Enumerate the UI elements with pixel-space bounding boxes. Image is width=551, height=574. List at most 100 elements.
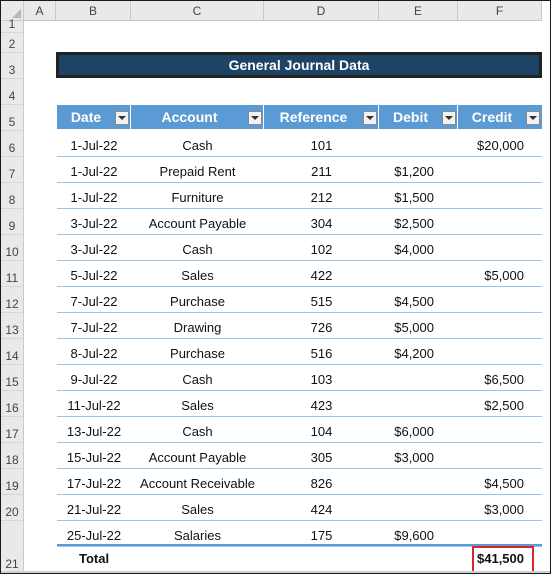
- cell-account[interactable]: Cash: [182, 424, 213, 439]
- cell-debit[interactable]: $6,000: [394, 424, 434, 439]
- cell-debit[interactable]: [379, 391, 434, 417]
- cell-account[interactable]: Salaries: [174, 528, 221, 543]
- cell-reference[interactable]: 304: [310, 216, 333, 231]
- cell-date[interactable]: 1-Jul-22: [70, 190, 118, 205]
- cell-credit[interactable]: $4,500: [484, 476, 524, 491]
- cell-credit[interactable]: [458, 287, 524, 313]
- row-header-1[interactable]: 1: [1, 17, 24, 33]
- cell-credit[interactable]: [458, 209, 524, 235]
- cell-debit[interactable]: $4,500: [394, 294, 434, 309]
- cell-reference[interactable]: 423: [310, 398, 333, 413]
- column-header-F[interactable]: F: [458, 1, 542, 21]
- row-header-7[interactable]: 7: [1, 157, 24, 183]
- total-label-cell[interactable]: Total: [57, 544, 131, 570]
- filter-dropdown-icon[interactable]: [248, 111, 262, 125]
- cell-account[interactable]: Sales: [181, 502, 214, 517]
- column-header-D[interactable]: D: [264, 1, 379, 21]
- cell-reference[interactable]: 175: [310, 528, 333, 543]
- filter-dropdown-icon[interactable]: [442, 111, 456, 125]
- cell-date[interactable]: 17-Jul-22: [66, 476, 122, 491]
- header-debit[interactable]: Debit: [379, 105, 458, 129]
- row-header-17[interactable]: 17: [1, 417, 24, 443]
- row-header-2[interactable]: 2: [1, 33, 24, 53]
- cell-reference[interactable]: 305: [310, 450, 333, 465]
- row-header-14[interactable]: 14: [1, 339, 24, 365]
- cell-debit[interactable]: [379, 261, 434, 287]
- cell-account[interactable]: Cash: [182, 138, 213, 153]
- cell-account[interactable]: Purchase: [170, 294, 225, 309]
- cell-debit[interactable]: $2,500: [394, 216, 434, 231]
- row-header-16[interactable]: 16: [1, 391, 24, 417]
- cell-account[interactable]: Account Payable: [148, 450, 247, 465]
- cell-credit[interactable]: $6,500: [484, 372, 524, 387]
- header-credit[interactable]: Credit: [458, 105, 542, 129]
- cell-account[interactable]: Sales: [181, 398, 214, 413]
- cell-account[interactable]: Sales: [181, 268, 214, 283]
- cell-credit[interactable]: $20,000: [477, 138, 524, 153]
- cell-account[interactable]: Prepaid Rent: [159, 164, 236, 179]
- cell-credit[interactable]: [458, 183, 524, 209]
- cell-reference[interactable]: 212: [310, 190, 333, 205]
- row-header-10[interactable]: 10: [1, 235, 24, 261]
- cell-account[interactable]: Furniture: [171, 190, 224, 205]
- cell-credit[interactable]: [458, 235, 524, 261]
- cell-reference[interactable]: 826: [310, 476, 333, 491]
- cell-date[interactable]: 13-Jul-22: [66, 424, 122, 439]
- row-header-19[interactable]: 19: [1, 469, 24, 495]
- cell-date[interactable]: 11-Jul-22: [67, 398, 121, 413]
- cell-credit[interactable]: [458, 313, 524, 339]
- cell-debit[interactable]: [379, 365, 434, 391]
- cell-reference[interactable]: 422: [310, 268, 333, 283]
- cell-debit[interactable]: $9,600: [394, 528, 434, 543]
- row-header-6[interactable]: 6: [1, 131, 24, 157]
- row-header-21[interactable]: 21: [1, 521, 24, 573]
- cell-credit[interactable]: $2,500: [484, 398, 524, 413]
- cell-account[interactable]: Account Payable: [148, 216, 247, 231]
- cell-date[interactable]: 25-Jul-22: [66, 528, 122, 543]
- cell-reference[interactable]: 102: [310, 242, 333, 257]
- header-date[interactable]: Date: [57, 105, 131, 129]
- cell-date[interactable]: 7-Jul-22: [70, 294, 118, 309]
- row-header-13[interactable]: 13: [1, 313, 24, 339]
- row-header-15[interactable]: 15: [1, 365, 24, 391]
- column-header-C[interactable]: C: [131, 1, 264, 21]
- cell-debit[interactable]: [379, 469, 434, 495]
- cell-credit[interactable]: $3,000: [484, 502, 524, 517]
- cell-account[interactable]: Account Receivable: [140, 476, 255, 491]
- cell-date[interactable]: 9-Jul-22: [70, 372, 118, 387]
- cell-debit[interactable]: [379, 495, 434, 521]
- filter-dropdown-icon[interactable]: [115, 111, 129, 125]
- cell-date[interactable]: 5-Jul-22: [70, 268, 118, 283]
- cell-account[interactable]: Cash: [182, 372, 213, 387]
- cell-debit[interactable]: $1,200: [394, 164, 434, 179]
- row-header-12[interactable]: 12: [1, 287, 24, 313]
- row-header-4[interactable]: 4: [1, 79, 24, 105]
- row-header-20[interactable]: 20: [1, 495, 24, 521]
- cell-date[interactable]: 1-Jul-22: [70, 164, 118, 179]
- cell-account[interactable]: Purchase: [170, 346, 225, 361]
- cell-debit[interactable]: $3,000: [394, 450, 434, 465]
- row-header-9[interactable]: 9: [1, 209, 24, 235]
- cell-debit[interactable]: $4,000: [394, 242, 434, 257]
- cell-credit[interactable]: [458, 339, 524, 365]
- cell-date[interactable]: 1-Jul-22: [70, 138, 118, 153]
- cell-date[interactable]: 3-Jul-22: [70, 242, 118, 257]
- cell-reference[interactable]: 211: [311, 164, 332, 179]
- cell-debit[interactable]: $5,000: [394, 320, 434, 335]
- row-header-18[interactable]: 18: [1, 443, 24, 469]
- cell-date[interactable]: 3-Jul-22: [70, 216, 118, 231]
- horizontal-scrollbar[interactable]: [1, 571, 550, 573]
- cell-reference[interactable]: 103: [310, 372, 333, 387]
- select-all-corner[interactable]: [1, 1, 24, 21]
- cell-date[interactable]: 21-Jul-22: [66, 502, 122, 517]
- cell-date[interactable]: 7-Jul-22: [70, 320, 118, 335]
- cell-credit[interactable]: $5,000: [484, 268, 524, 283]
- cell-reference[interactable]: 516: [310, 346, 333, 361]
- cell-account[interactable]: Cash: [182, 242, 213, 257]
- cell-debit[interactable]: [379, 131, 434, 157]
- cell-date[interactable]: 15-Jul-22: [66, 450, 122, 465]
- column-header-B[interactable]: B: [56, 1, 131, 21]
- filter-dropdown-icon[interactable]: [363, 111, 377, 125]
- cell-debit[interactable]: $1,500: [394, 190, 434, 205]
- column-header-A[interactable]: A: [24, 1, 56, 21]
